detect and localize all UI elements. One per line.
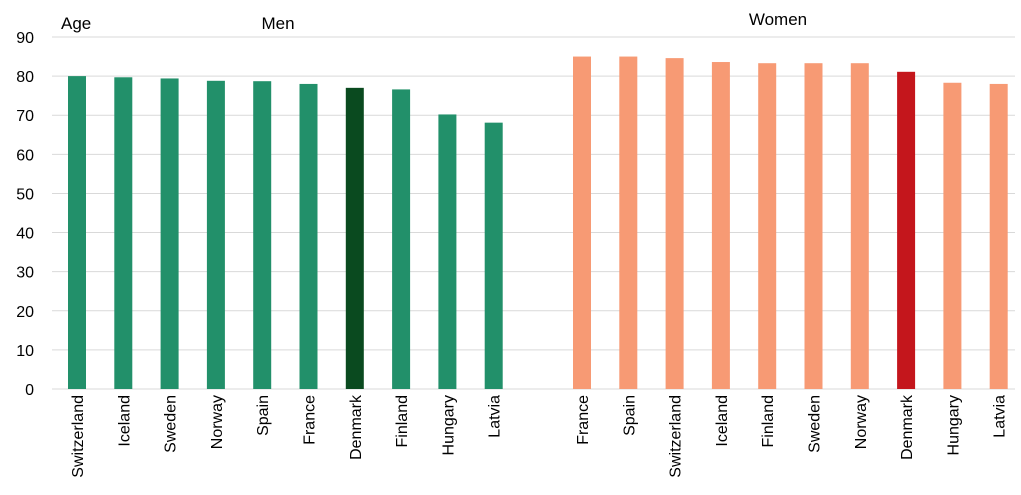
y-tick-label: 60	[16, 147, 34, 164]
category-label: Spain	[621, 395, 638, 436]
category-label: Iceland	[714, 395, 731, 447]
category-label: Denmark	[348, 394, 365, 460]
bar-men-iceland	[114, 77, 133, 389]
category-label: France	[575, 395, 592, 445]
bar-men-latvia	[484, 122, 503, 390]
y-tick-label: 70	[16, 108, 34, 125]
bar-women-sweden	[804, 63, 823, 390]
bar-men-spain	[253, 81, 272, 389]
category-label: Finland	[760, 395, 777, 447]
category-label: Denmark	[899, 394, 916, 460]
category-label: Finland	[394, 395, 411, 447]
bar-women-denmark	[897, 71, 916, 389]
bar-men-france	[299, 83, 318, 389]
y-axis-label: Age	[61, 14, 91, 33]
y-tick-label: 40	[16, 226, 34, 243]
category-label: Hungary	[440, 395, 457, 455]
y-tick-label: 90	[16, 30, 34, 47]
y-tick-label: 20	[16, 304, 34, 321]
category-label: France	[302, 395, 319, 445]
category-label: Switzerland	[668, 395, 685, 478]
bar-men-switzerland	[68, 76, 86, 389]
y-tick-label: 80	[16, 69, 34, 86]
bar-men-finland	[392, 89, 411, 390]
bar-women-spain	[619, 56, 638, 390]
y-tick-label: 50	[16, 186, 34, 203]
category-label: Norway	[209, 395, 226, 449]
category-label: Iceland	[116, 395, 133, 447]
category-label: Sweden	[163, 395, 180, 453]
bar-men-norway	[206, 80, 225, 389]
category-labels: Switzerland Iceland Sweden Norway Spain Franc…	[70, 394, 1009, 478]
y-tick-label: 30	[16, 265, 34, 282]
category-label: Spain	[255, 395, 272, 436]
category-label: Hungary	[945, 395, 962, 455]
bar-women-hungary	[943, 82, 962, 389]
y-tick-label: 0	[25, 382, 34, 399]
y-axis-ticks: 0 10 20 30 40 50 60 70 80 90	[16, 30, 34, 399]
category-label: Switzerland	[70, 395, 87, 478]
category-label: Sweden	[807, 395, 824, 453]
bar-men-denmark	[345, 87, 364, 389]
bar-men-sweden	[160, 78, 179, 390]
category-label: Norway	[853, 395, 870, 449]
bar-women-france	[573, 56, 591, 390]
category-label: Latvia	[487, 395, 504, 438]
category-label: Latvia	[992, 395, 1009, 438]
bar-women-norway	[850, 63, 869, 390]
y-tick-label: 10	[16, 343, 34, 360]
bar-women-latvia	[989, 83, 1008, 389]
bar-women-switzerland	[665, 58, 684, 390]
bar-women-finland	[758, 63, 777, 390]
group-title-men: Men	[261, 14, 294, 33]
group-title-women: Women	[749, 10, 807, 29]
bar-women-iceland	[711, 62, 730, 389]
bars	[68, 56, 1008, 390]
bar-men-hungary	[438, 114, 457, 389]
gridlines	[52, 36, 1015, 390]
